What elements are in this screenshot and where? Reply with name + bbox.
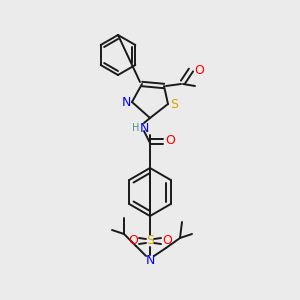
Text: S: S (146, 235, 154, 248)
Text: O: O (128, 235, 138, 248)
Text: O: O (162, 235, 172, 248)
Text: N: N (139, 122, 149, 134)
Text: N: N (145, 254, 155, 266)
Text: O: O (194, 64, 204, 76)
Text: S: S (170, 98, 178, 110)
Text: N: N (121, 95, 131, 109)
Text: O: O (165, 134, 175, 148)
Text: H: H (132, 123, 140, 133)
